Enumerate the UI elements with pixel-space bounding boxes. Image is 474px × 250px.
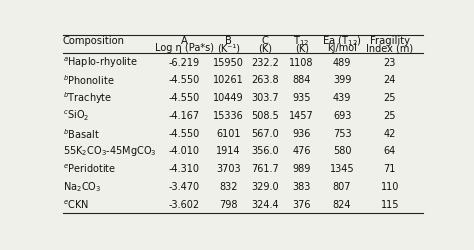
Text: 567.0: 567.0 <box>251 128 279 138</box>
Text: 489: 489 <box>333 57 351 67</box>
Text: 399: 399 <box>333 75 351 85</box>
Text: 1345: 1345 <box>330 164 355 173</box>
Text: -4.310: -4.310 <box>169 164 200 173</box>
Text: 263.8: 263.8 <box>251 75 279 85</box>
Text: C: C <box>262 36 268 46</box>
Text: 693: 693 <box>333 110 351 120</box>
Text: Index (m): Index (m) <box>366 43 413 53</box>
Text: (K): (K) <box>295 43 309 53</box>
Text: $^e$CKN: $^e$CKN <box>63 198 89 210</box>
Text: 1914: 1914 <box>216 146 240 156</box>
Text: 989: 989 <box>292 164 311 173</box>
Text: 383: 383 <box>292 181 311 191</box>
Text: 580: 580 <box>333 146 351 156</box>
Text: 761.7: 761.7 <box>251 164 279 173</box>
Text: 324.4: 324.4 <box>251 199 279 209</box>
Text: $^e$Peridotite: $^e$Peridotite <box>63 162 116 175</box>
Text: 55K$_2$CO$_3$-45MgCO$_3$: 55K$_2$CO$_3$-45MgCO$_3$ <box>63 144 156 158</box>
Text: 329.0: 329.0 <box>251 181 279 191</box>
Text: 42: 42 <box>383 128 396 138</box>
Text: Log η (Pa*s): Log η (Pa*s) <box>155 43 214 53</box>
Text: 15950: 15950 <box>213 57 244 67</box>
Text: 798: 798 <box>219 199 237 209</box>
Text: 807: 807 <box>333 181 351 191</box>
Text: $^a$Haplo-rhyolite: $^a$Haplo-rhyolite <box>63 55 138 70</box>
Text: 439: 439 <box>333 93 351 103</box>
Text: kJ/mol: kJ/mol <box>327 43 357 53</box>
Text: -4.550: -4.550 <box>169 128 200 138</box>
Text: 10261: 10261 <box>213 75 244 85</box>
Text: 110: 110 <box>381 181 399 191</box>
Text: 376: 376 <box>292 199 311 209</box>
Text: Na$_2$CO$_3$: Na$_2$CO$_3$ <box>63 180 101 193</box>
Text: -4.550: -4.550 <box>169 75 200 85</box>
Text: $^b$Phonolite: $^b$Phonolite <box>63 73 115 87</box>
Text: -3.602: -3.602 <box>169 199 200 209</box>
Text: 476: 476 <box>292 146 311 156</box>
Text: Composition: Composition <box>63 36 125 46</box>
Text: 824: 824 <box>333 199 351 209</box>
Text: 23: 23 <box>383 57 396 67</box>
Text: 303.7: 303.7 <box>251 93 279 103</box>
Text: Ea (T$_{12}$): Ea (T$_{12}$) <box>322 34 362 48</box>
Text: 935: 935 <box>292 93 311 103</box>
Text: 832: 832 <box>219 181 237 191</box>
Text: $^c$SiO$_2$: $^c$SiO$_2$ <box>63 108 89 122</box>
Text: -4.167: -4.167 <box>169 110 200 120</box>
Text: 64: 64 <box>384 146 396 156</box>
Text: 936: 936 <box>292 128 311 138</box>
Text: $^b$Basalt: $^b$Basalt <box>63 126 100 140</box>
Text: 25: 25 <box>383 93 396 103</box>
Text: -6.219: -6.219 <box>169 57 200 67</box>
Text: 884: 884 <box>292 75 311 85</box>
Text: (K⁻¹): (K⁻¹) <box>217 43 240 53</box>
Text: -3.470: -3.470 <box>169 181 200 191</box>
Text: 10449: 10449 <box>213 93 244 103</box>
Text: 508.5: 508.5 <box>251 110 279 120</box>
Text: $^b$Trachyte: $^b$Trachyte <box>63 90 112 106</box>
Text: Fragility: Fragility <box>370 36 410 46</box>
Text: -4.550: -4.550 <box>169 93 200 103</box>
Text: 356.0: 356.0 <box>251 146 279 156</box>
Text: 15336: 15336 <box>213 110 244 120</box>
Text: (K): (K) <box>258 43 272 53</box>
Text: 115: 115 <box>381 199 399 209</box>
Text: 753: 753 <box>333 128 351 138</box>
Text: -4.010: -4.010 <box>169 146 200 156</box>
Text: 232.2: 232.2 <box>251 57 279 67</box>
Text: 71: 71 <box>383 164 396 173</box>
Text: A: A <box>181 36 188 46</box>
Text: 3703: 3703 <box>216 164 240 173</box>
Text: 1457: 1457 <box>289 110 314 120</box>
Text: 6101: 6101 <box>216 128 240 138</box>
Text: T$_{12}$: T$_{12}$ <box>293 34 310 48</box>
Text: B: B <box>225 36 232 46</box>
Text: 24: 24 <box>383 75 396 85</box>
Text: 25: 25 <box>383 110 396 120</box>
Text: 1108: 1108 <box>290 57 314 67</box>
